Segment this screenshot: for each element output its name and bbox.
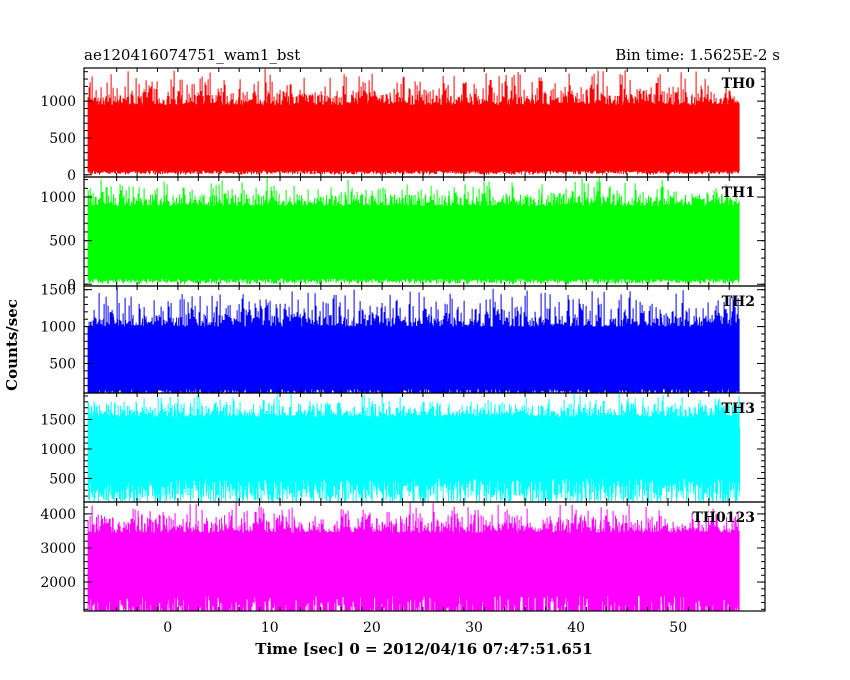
y-tick-label: 2000 <box>40 575 76 591</box>
series-band-th3 <box>88 423 740 466</box>
y-tick-label: 500 <box>49 356 76 372</box>
y-tick-label: 1000 <box>40 442 76 458</box>
y-tick-label: 1500 <box>40 283 76 299</box>
x-ticks-group: 0 10 20 30 40 50 <box>163 620 687 636</box>
panels-group: 0 500 1000 TH0 0 500 1000 TH1 500 1000 1500 TH2 500 1… <box>40 67 766 612</box>
y-tick-label: 1000 <box>40 190 76 206</box>
y-tick-label: 4000 <box>40 507 76 523</box>
y-tick-label: 1000 <box>40 320 76 336</box>
y-tick-label: 1000 <box>40 94 76 110</box>
x-tick-label: 30 <box>465 620 483 636</box>
chart-title-right: Bin time: 1.5625E-2 s <box>615 46 780 64</box>
y-axis-label: Counts/sec <box>3 299 21 391</box>
x-tick-label: 20 <box>363 620 381 636</box>
panel-label-th2: TH2 <box>722 294 755 310</box>
series-band-th0 <box>88 110 740 169</box>
series-band-th2 <box>88 332 740 384</box>
panel-th1: 0 500 1000 TH1 <box>40 176 766 293</box>
y-tick-label: 0 <box>67 168 76 184</box>
y-tick-label: 500 <box>49 131 76 147</box>
panel-label-th0: TH0 <box>722 76 756 92</box>
series-band-th1 <box>88 212 740 276</box>
x-tick-label: 50 <box>669 620 687 636</box>
chart-title-left: ae120416074751_wam1_bst <box>84 46 300 64</box>
series-th0123 <box>87 502 740 611</box>
series-band-th0123 <box>88 542 740 572</box>
panel-th3: 500 1000 1500 TH3 <box>40 392 766 503</box>
panel-frame <box>83 501 766 612</box>
panel-th0123: 2000 3000 4000 TH0123 <box>40 501 766 612</box>
x-tick-label: 0 <box>163 620 172 636</box>
y-tick-label: 500 <box>49 234 76 250</box>
panel-th0: 0 500 1000 TH0 <box>40 67 766 184</box>
panel-label-th1: TH1 <box>722 185 755 201</box>
panel-th2: 500 1000 1500 TH2 <box>40 283 766 394</box>
x-tick-label: 40 <box>567 620 585 636</box>
panel-label-th0123: TH0123 <box>692 510 755 526</box>
y-tick-label: 500 <box>49 471 76 487</box>
x-axis-label: Time [sec] 0 = 2012/04/16 07:47:51.651 <box>255 640 592 658</box>
y-tick-label: 0 <box>67 277 76 293</box>
y-tick-label: 1500 <box>40 413 76 429</box>
y-tick-label: 3000 <box>40 541 76 557</box>
x-tick-label: 10 <box>261 620 279 636</box>
panel-label-th3: TH3 <box>722 401 755 417</box>
